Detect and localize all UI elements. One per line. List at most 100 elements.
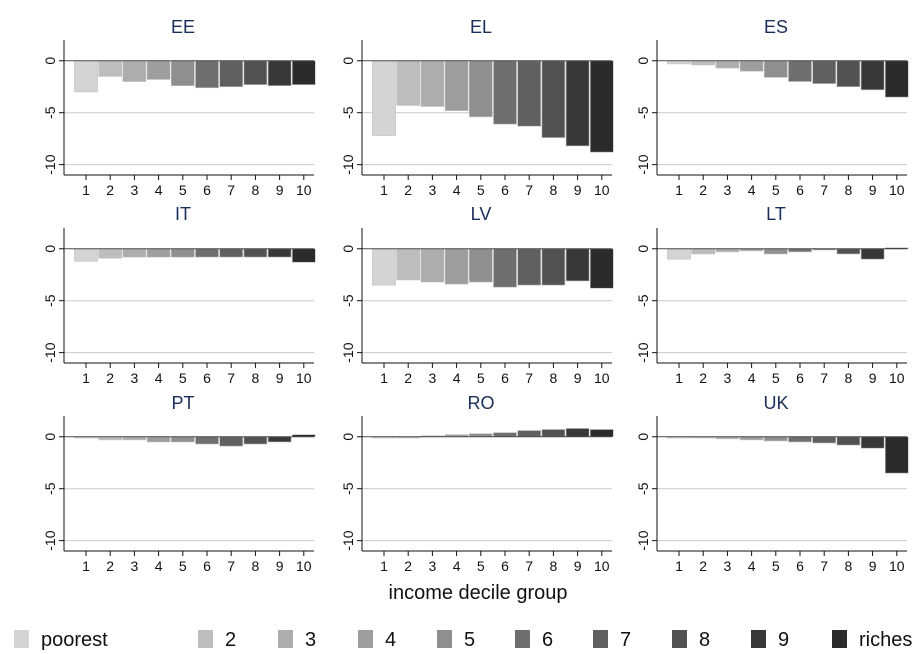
x-tick-label: 2 bbox=[106, 182, 114, 198]
panel-title: RO bbox=[468, 393, 495, 413]
legend-swatch bbox=[751, 630, 766, 648]
bar bbox=[541, 248, 566, 286]
y-tick-label: 0 bbox=[635, 433, 651, 441]
x-tick-label: 10 bbox=[594, 370, 610, 386]
bar bbox=[243, 248, 268, 258]
panel-es: 0 -5 -10 1 2 3 4 5 6 7 8 9 10 ES bbox=[635, 17, 909, 198]
bar bbox=[836, 436, 861, 446]
bar bbox=[444, 248, 469, 285]
x-tick-label: 2 bbox=[699, 370, 707, 386]
legend: poorest 2 3 4 5 6 7 8 9 richest bbox=[14, 629, 912, 651]
x-tick-label: 6 bbox=[796, 182, 804, 198]
x-tick-label: 9 bbox=[574, 182, 582, 198]
x-tick-label: 6 bbox=[501, 182, 509, 198]
x-tick-label: 7 bbox=[820, 558, 828, 574]
x-tick-label: 4 bbox=[155, 558, 163, 574]
x-tick-label: 1 bbox=[82, 370, 90, 386]
bar bbox=[372, 60, 396, 136]
bar bbox=[468, 60, 493, 118]
y-tick-label: 0 bbox=[340, 57, 356, 65]
panel-pt: 0 -5 -10 1 2 3 4 5 6 7 8 9 10 PT bbox=[42, 393, 316, 574]
y-tick-label: -10 bbox=[340, 530, 356, 550]
legend-label: 4 bbox=[385, 629, 396, 651]
y-tick-label: 0 bbox=[42, 433, 58, 441]
x-tick-label: 4 bbox=[155, 182, 163, 198]
bar bbox=[420, 60, 445, 107]
legend-label: 6 bbox=[542, 629, 553, 651]
bar bbox=[691, 60, 716, 66]
bar bbox=[219, 60, 243, 88]
x-tick-label: 10 bbox=[594, 182, 610, 198]
x-tick-label: 5 bbox=[179, 182, 187, 198]
x-tick-label: 5 bbox=[772, 370, 780, 386]
x-tick-label: 9 bbox=[574, 558, 582, 574]
bar bbox=[98, 248, 122, 259]
bar bbox=[541, 60, 566, 138]
x-tick-label: 9 bbox=[869, 182, 877, 198]
y-tick-label: -5 bbox=[42, 482, 58, 495]
bar bbox=[420, 248, 445, 283]
x-tick-label: 5 bbox=[772, 182, 780, 198]
panel-title: LT bbox=[766, 204, 786, 224]
bar bbox=[589, 60, 614, 153]
x-tick-label: 6 bbox=[203, 182, 211, 198]
x-tick-label: 8 bbox=[550, 370, 558, 386]
x-tick-label: 5 bbox=[477, 182, 485, 198]
x-tick-label: 9 bbox=[276, 558, 284, 574]
bar bbox=[267, 436, 292, 443]
legend-label: 7 bbox=[620, 629, 631, 651]
legend-item: 2 bbox=[198, 629, 236, 651]
x-tick-label: 2 bbox=[106, 370, 114, 386]
bar bbox=[146, 436, 171, 443]
x-tick-label: 8 bbox=[550, 182, 558, 198]
x-tick-label: 7 bbox=[227, 370, 235, 386]
bar bbox=[565, 248, 590, 282]
x-tick-label: 2 bbox=[106, 558, 114, 574]
x-axis-title: income decile group bbox=[389, 582, 568, 604]
legend-label: 8 bbox=[699, 629, 710, 651]
bar bbox=[243, 60, 268, 85]
x-tick-label: 6 bbox=[796, 558, 804, 574]
x-tick-label: 8 bbox=[845, 182, 853, 198]
x-tick-label: 1 bbox=[82, 558, 90, 574]
y-tick-label: 0 bbox=[635, 57, 651, 65]
panel-ro: 0 -5 -10 1 2 3 4 5 6 7 8 9 10 RO bbox=[340, 393, 614, 574]
y-tick-label: -5 bbox=[635, 482, 651, 495]
x-tick-label: 3 bbox=[429, 558, 437, 574]
bar bbox=[788, 60, 812, 82]
x-tick-label: 3 bbox=[429, 370, 437, 386]
bar bbox=[884, 60, 909, 98]
bar bbox=[812, 436, 837, 444]
x-tick-label: 7 bbox=[227, 558, 235, 574]
panel-title: PT bbox=[171, 393, 194, 413]
bar bbox=[396, 248, 421, 281]
bar bbox=[291, 60, 316, 85]
y-tick-label: -5 bbox=[340, 294, 356, 307]
bar bbox=[860, 60, 885, 91]
bar bbox=[74, 248, 98, 262]
y-tick-label: -5 bbox=[42, 294, 58, 307]
legend-item: poorest bbox=[14, 629, 108, 651]
x-tick-label: 7 bbox=[820, 182, 828, 198]
y-tick-label: 0 bbox=[42, 245, 58, 253]
x-tick-label: 1 bbox=[675, 182, 683, 198]
bar bbox=[195, 248, 219, 258]
x-tick-label: 1 bbox=[675, 558, 683, 574]
legend-swatch bbox=[593, 630, 608, 648]
bar bbox=[74, 60, 98, 93]
legend-swatch bbox=[672, 630, 687, 648]
panel-title: IT bbox=[175, 204, 191, 224]
x-tick-label: 10 bbox=[296, 558, 312, 574]
bar bbox=[517, 60, 542, 127]
x-tick-label: 9 bbox=[276, 182, 284, 198]
x-tick-label: 1 bbox=[380, 558, 388, 574]
bar bbox=[589, 248, 614, 289]
legend-item: richest bbox=[832, 629, 912, 651]
x-tick-label: 5 bbox=[477, 370, 485, 386]
panel-title: UK bbox=[763, 393, 788, 413]
legend-item: 4 bbox=[358, 629, 396, 651]
legend-label: poorest bbox=[41, 629, 108, 651]
bar bbox=[267, 248, 292, 258]
bar bbox=[444, 60, 469, 111]
